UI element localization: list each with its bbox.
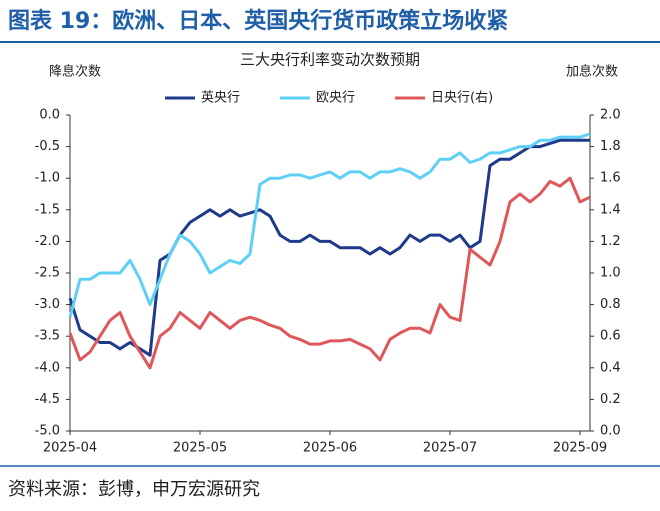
y2-tick-label: 0.6 — [600, 329, 621, 344]
series-line — [68, 138, 590, 357]
y-tick-label: -4.5 — [35, 392, 60, 407]
y-axis-label: 降息次数 — [49, 64, 101, 80]
y-tick-label: -3.0 — [35, 297, 60, 312]
x-tick-label: 2025-09 — [553, 441, 607, 456]
y2-tick-label: 0.0 — [600, 424, 621, 439]
x-tick-label: 2025-07 — [423, 441, 477, 456]
page-title: 图表 19：欧洲、日本、英国央行货币政策立场收紧 — [8, 8, 508, 34]
y2-axis-label: 加息次数 — [566, 64, 618, 80]
y-tick-label: -5.0 — [35, 424, 60, 439]
y2-tick-label: 1.4 — [600, 202, 621, 217]
legend-label: 日央行(右) — [431, 91, 493, 106]
y-tick-label: -1.0 — [35, 171, 60, 186]
x-tick-label: 2025-06 — [303, 441, 357, 456]
y2-tick-label: 0.8 — [600, 297, 621, 312]
y-tick-label: -1.5 — [35, 202, 60, 217]
source-note: 资料来源：彭博，申万宏源研究 — [8, 479, 260, 500]
legend-label: 英央行 — [201, 91, 240, 106]
y-tick-label: -0.5 — [35, 139, 60, 154]
y-tick-label: -2.5 — [35, 266, 60, 281]
series-line — [68, 176, 591, 370]
series-line — [68, 132, 591, 318]
legend-label: 欧央行 — [316, 91, 355, 106]
y-tick-label: -3.5 — [35, 329, 60, 344]
y2-tick-label: 2.0 — [600, 108, 621, 123]
y-tick-label: -2.0 — [35, 234, 60, 249]
x-tick-label: 2025-05 — [173, 441, 227, 456]
x-tick-label: 2025-04 — [43, 441, 97, 456]
y2-tick-label: 0.4 — [600, 360, 621, 375]
y2-tick-label: 1.2 — [600, 234, 621, 249]
y2-tick-label: 1.0 — [600, 266, 621, 281]
y2-tick-label: 1.8 — [600, 139, 621, 154]
y2-tick-label: 0.2 — [600, 392, 621, 407]
y-tick-label: 0.0 — [39, 108, 60, 123]
y-tick-label: -4.0 — [35, 360, 60, 375]
y2-tick-label: 1.6 — [600, 171, 621, 186]
chart-title: 三大央行利率变动次数预期 — [240, 51, 420, 69]
